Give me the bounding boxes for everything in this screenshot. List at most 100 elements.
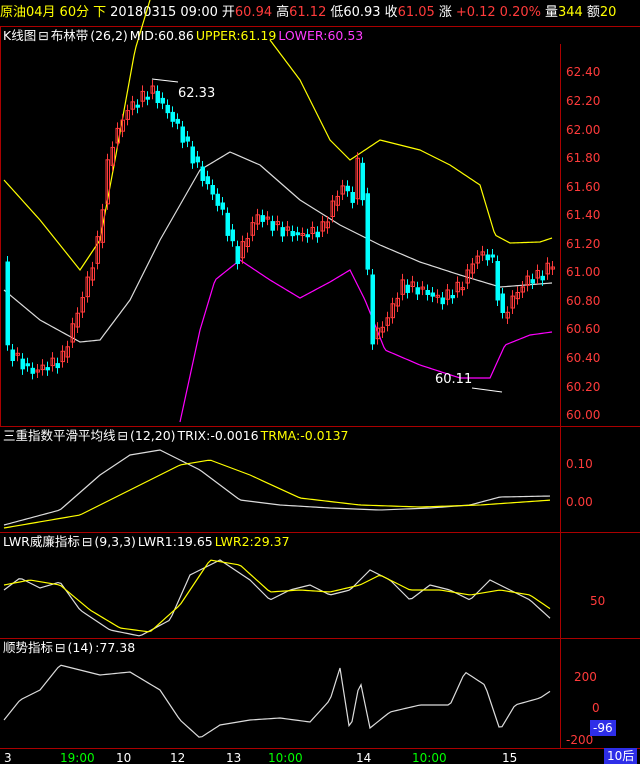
candle-body <box>515 291 520 300</box>
candle-body <box>540 275 545 281</box>
price-tick: 61.60 <box>566 180 600 194</box>
candle-body <box>550 266 555 270</box>
candle-body <box>520 286 525 293</box>
trix-tick: 0.10 <box>566 457 593 471</box>
candle-body <box>385 317 390 326</box>
lwr-tick: 50 <box>590 594 605 608</box>
candle-body <box>420 286 425 290</box>
candle-body <box>95 236 100 264</box>
cci-title[interactable]: 顺势指标 <box>3 640 54 655</box>
candle-body <box>315 231 320 238</box>
cci-tick: 0 <box>592 701 600 715</box>
candle-body <box>25 363 30 367</box>
indicator-name[interactable]: 布林带 <box>50 28 89 43</box>
low-value: 60.93 <box>343 5 381 20</box>
price-tick: 62.00 <box>566 123 600 137</box>
candle-body <box>340 185 345 195</box>
candle-body <box>320 221 325 232</box>
open-value: 60.94 <box>234 5 273 20</box>
dropdown-icon[interactable]: ⊟ <box>81 534 93 549</box>
candle-body <box>335 195 340 206</box>
candle-body <box>285 226 290 231</box>
price-tick: 61.80 <box>566 151 600 165</box>
candle-body <box>85 276 90 298</box>
candlestick-plot[interactable] <box>3 0 555 423</box>
time-tick: 10:00 <box>268 751 303 764</box>
quote-header: 原油04月 60分下 20180315 09:00 开60.94 高61.12 低60.9… <box>0 0 640 26</box>
candle-body <box>525 275 530 286</box>
candle-body <box>60 350 65 363</box>
candle-body <box>355 157 360 200</box>
candle-body <box>410 281 415 288</box>
main-panel-label[interactable]: K线图 ⊟ 布林带 (26,2) MID:60.86 UPPER:61.19 LOWER:6… <box>3 27 365 45</box>
time-tick: 10 <box>116 751 131 764</box>
lwr-params: (9,3,3) <box>94 534 136 549</box>
candle-body <box>370 274 375 345</box>
candle-body <box>110 146 115 166</box>
symbol-name[interactable]: 原油04月 <box>0 5 56 20</box>
candle-body <box>415 287 420 295</box>
candle-body <box>155 90 160 104</box>
candle-body <box>200 166 205 181</box>
candle-body <box>305 234 310 238</box>
trix-title[interactable]: 三重指数平滑平均线 <box>3 428 116 443</box>
indicator-params: (26,2) <box>90 28 128 43</box>
candle-body <box>260 215 265 222</box>
candle-body <box>485 254 490 261</box>
candle-body <box>245 238 250 248</box>
candle-body <box>165 104 170 114</box>
candle-body <box>255 214 260 225</box>
time-tick: 19:00 <box>60 751 95 764</box>
candle-body <box>140 90 145 102</box>
lwr-title[interactable]: LWR威廉指标 <box>3 534 80 549</box>
time-tick: 15 <box>502 751 517 764</box>
cci-params: (14) <box>67 640 94 655</box>
cci-value: :77.38 <box>95 640 136 655</box>
price-tick: 60.00 <box>566 408 600 422</box>
candle-body <box>475 255 480 264</box>
trma-line <box>3 459 551 529</box>
lwr-plot[interactable] <box>3 559 551 637</box>
price-tick: 61.00 <box>566 265 600 279</box>
candle-body <box>210 185 215 195</box>
candle-body <box>280 227 285 237</box>
trix-plot[interactable] <box>3 449 551 529</box>
candle-body <box>270 221 275 231</box>
low-annotation: 60.11 <box>435 372 472 387</box>
candle-body <box>145 96 150 100</box>
candle-body <box>120 119 125 132</box>
kline-title: K线图 <box>3 28 37 43</box>
dropdown-icon[interactable]: ⊟ <box>117 428 128 443</box>
dropdown-icon[interactable]: ⊟ <box>55 640 66 655</box>
high-annotation-line <box>151 78 179 83</box>
time-tick: 14 <box>356 751 371 764</box>
cci-panel-label[interactable]: 顺势指标 ⊟ (14):77.38 <box>3 639 137 657</box>
candle-body <box>275 221 280 226</box>
candle-body <box>400 279 405 295</box>
candle-body <box>470 263 475 274</box>
candle-body <box>175 118 180 124</box>
candle-body <box>405 284 410 293</box>
price-tick: 62.20 <box>566 94 600 108</box>
lwr-panel-label[interactable]: LWR威廉指标 ⊟ (9,3,3) LWR1:19.65 LWR2:29.37 <box>3 533 292 551</box>
price-tick: 60.20 <box>566 380 600 394</box>
cci-tick: 200 <box>574 670 597 684</box>
candle-body <box>545 262 550 275</box>
low-annotation-line <box>471 387 503 393</box>
dropdown-icon[interactable]: ⊟ <box>38 28 49 43</box>
trix-panel-label[interactable]: 三重指数平滑平均线 ⊟ (12,20) TRIX:-0.0016 TRMA:-0.013… <box>3 427 350 445</box>
volume-label: 量 <box>544 5 558 20</box>
candle-body <box>445 289 450 300</box>
candle-body <box>495 261 500 301</box>
candle-body <box>20 358 25 370</box>
candle-body <box>5 261 10 346</box>
amount-value: 20 <box>599 5 617 20</box>
trix-params: (12,20) <box>130 428 176 443</box>
candle-body <box>225 212 230 236</box>
candle-body <box>440 297 445 305</box>
change-value: +0.12 <box>455 5 496 20</box>
cci-plot[interactable] <box>3 664 551 738</box>
period-label[interactable]: 60分 <box>59 5 90 20</box>
high-annotation: 62.33 <box>178 86 215 101</box>
